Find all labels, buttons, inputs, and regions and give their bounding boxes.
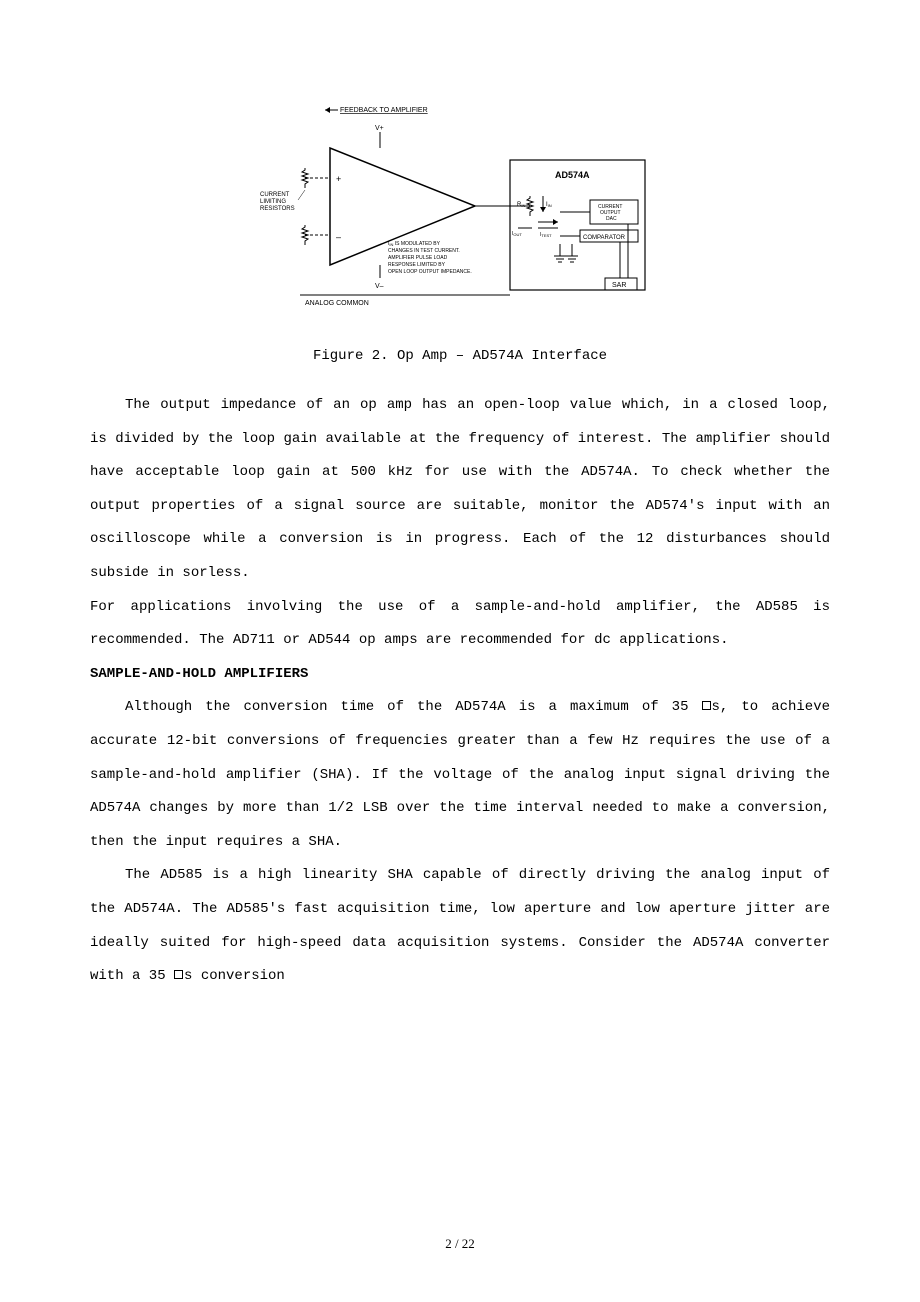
paragraph-3: Although the conversion time of the AD57…	[90, 691, 830, 859]
vminus-label: V–	[375, 283, 384, 290]
feedback-label: FEEDBACK TO AMPLIFIER	[340, 107, 428, 114]
svg-text:–: –	[336, 232, 341, 242]
paragraph-2: For applications involving the use of a …	[90, 591, 830, 658]
figure-caption: Figure 2. Op Amp – AD574A Interface	[90, 348, 830, 364]
itest-label: ITEST	[540, 232, 552, 238]
circuit-diagram: FEEDBACK TO AMPLIFIER V+ + – CURRENT	[260, 100, 660, 330]
page-footer: 2 / 22	[0, 1236, 920, 1252]
paragraph-1: The output impedance of an op amp has an…	[90, 389, 830, 591]
square-glyph	[174, 970, 183, 979]
square-glyph	[702, 701, 711, 710]
comparator-label: COMPARATOR	[583, 235, 626, 241]
current-limiting-label: CURRENT LIMITING RESISTORS	[260, 192, 295, 212]
sar-label: SAR	[612, 282, 626, 289]
svg-text:+: +	[336, 174, 341, 184]
iin-label: IIN	[546, 202, 552, 208]
dac-label: CURRENT OUTPUT DAC	[598, 204, 624, 222]
vplus-label: V+	[375, 125, 384, 132]
section-heading: SAMPLE-AND-HOLD AMPLIFIERS	[90, 658, 830, 692]
rin-label: RIN	[517, 202, 525, 208]
paragraph-4: The AD585 is a high linearity SHA capabl…	[90, 859, 830, 993]
analog-common-label: ANALOG COMMON	[305, 300, 369, 307]
ad574a-label: AD574A	[555, 170, 590, 180]
figure-container: FEEDBACK TO AMPLIFIER V+ + – CURRENT	[90, 100, 830, 364]
diagram-svg: FEEDBACK TO AMPLIFIER V+ + – CURRENT	[260, 100, 660, 330]
iout-label: IOUT	[512, 231, 522, 237]
modulation-note: IIN IS MODULATED BY CHANGES IN TEST CURR…	[388, 241, 472, 275]
body-text: The output impedance of an op amp has an…	[90, 389, 830, 994]
